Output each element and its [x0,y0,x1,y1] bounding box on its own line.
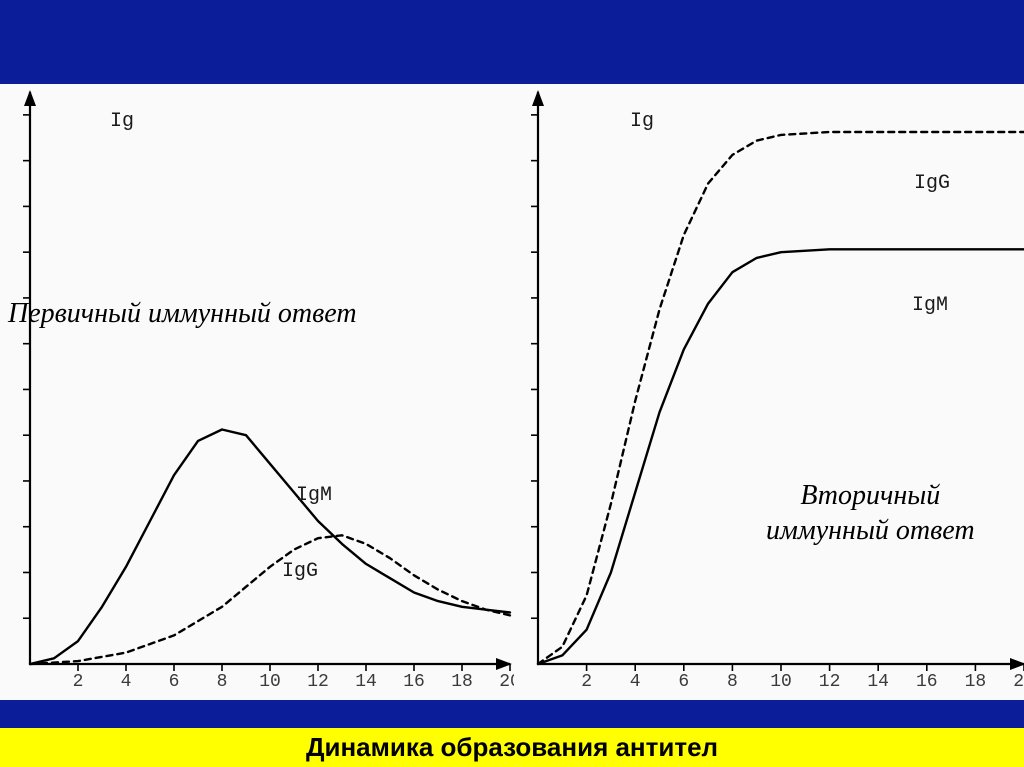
x-tick-label: 18 [961,672,989,692]
chart-strip: Ig Первичный иммунный ответ IgM IgG 2468… [0,84,1024,700]
panel-title-secondary-line1: Вторичный [800,480,940,511]
x-tick-label: 12 [304,672,332,692]
x-tick-label: 10 [767,672,795,692]
x-tick-label: 4 [621,672,649,692]
x-tick-label: 12 [816,672,844,692]
x-tick-label: 18 [448,672,476,692]
x-tick-label: 16 [400,672,428,692]
mid-band [0,700,1024,728]
x-tick-label: 14 [352,672,380,692]
x-tick-label: 6 [160,672,188,692]
x-tick-label: 6 [670,672,698,692]
slide-title: Динамика образования антител [306,732,718,763]
chart-svg-primary [0,84,514,700]
y-axis-label-primary: Ig [110,110,134,133]
series-igg [30,535,510,664]
x-tick-label: 2 [64,672,92,692]
slide-root: Ig Первичный иммунный ответ IgM IgG 2468… [0,0,1024,767]
x-tick-label: 8 [208,672,236,692]
series-label-igm-primary: IgM [296,484,332,507]
panel-title-secondary-line2: иммунный ответ [766,515,975,546]
x-tick-label: 8 [718,672,746,692]
series-label-igg-primary: IgG [282,560,318,583]
series-igg [538,132,1024,664]
panel-title-primary: Первичный иммунный ответ [8,298,357,330]
panel-title-secondary: Вторичный иммунный ответ [766,478,975,548]
x-tick-label: 14 [864,672,892,692]
x-tick-label: 20 [1010,672,1024,692]
chart-panel-primary: Ig Первичный иммунный ответ IgM IgG 2468… [0,84,514,700]
slide-title-band: Динамика образования антител [0,728,1024,767]
series-label-igg-secondary: IgG [914,172,950,195]
x-tick-label: 2 [573,672,601,692]
x-tick-label: 10 [256,672,284,692]
chart-panel-secondary: Ig Вторичный иммунный ответ IgG IgM 24 68… [514,84,1024,700]
x-tick-label: 4 [112,672,140,692]
y-axis-label-secondary: Ig [630,110,654,133]
series-igm [30,430,510,665]
series-label-igm-secondary: IgM [912,294,948,317]
series-igm [538,249,1024,664]
x-tick-label: 16 [913,672,941,692]
top-band [0,0,1024,84]
